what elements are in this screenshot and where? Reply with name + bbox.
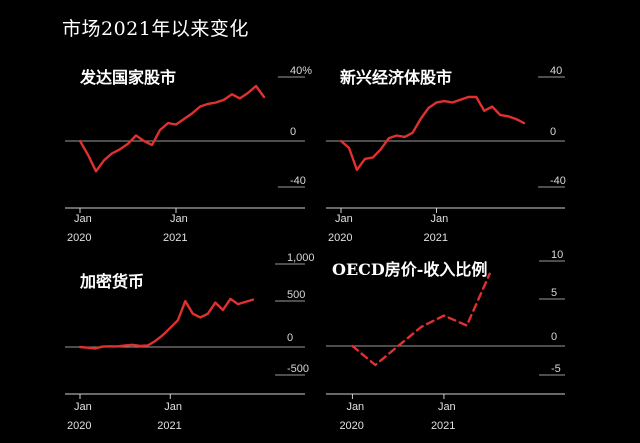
chart3-ytick-label: 1,000 bbox=[287, 252, 315, 264]
chart2-series-line bbox=[339, 95, 526, 172]
chart3-xtick-month: Jan bbox=[164, 401, 182, 413]
chart3-title: 加密货币 bbox=[79, 272, 144, 291]
chart4-title: OECD房价-收入比例 bbox=[332, 260, 487, 279]
chart4-ytick-label: 5 bbox=[551, 287, 557, 299]
chart3-xtick-month: Jan bbox=[74, 401, 92, 413]
chart4-xtick-year: 2020 bbox=[339, 420, 363, 432]
chart2-xtick-year: 2020 bbox=[328, 232, 352, 244]
chart2-xtick-month: Jan bbox=[335, 213, 353, 225]
chart3-xtick-year: 2020 bbox=[67, 420, 91, 432]
chart3-ytick-label: -500 bbox=[287, 363, 309, 375]
chart2-xtick-month: Jan bbox=[430, 213, 448, 225]
chart4-ytick-label: -5 bbox=[551, 363, 561, 375]
chart1-xtick-month: Jan bbox=[74, 213, 92, 225]
chart4-ytick-label: 0 bbox=[551, 331, 557, 343]
chart3-ytick-label: 500 bbox=[287, 289, 305, 301]
chart4-xtick-year: 2021 bbox=[431, 420, 455, 432]
chart2-ytick-label: 40 bbox=[550, 65, 562, 77]
chart4-xtick-month: Jan bbox=[438, 401, 456, 413]
chart1-series-line bbox=[78, 84, 266, 173]
chart2-ytick-label: -40 bbox=[550, 175, 566, 187]
chart1-xtick-year: 2020 bbox=[67, 232, 91, 244]
chart2-ytick-label: 0 bbox=[550, 126, 556, 138]
chart1-ytick-label: 0 bbox=[290, 126, 296, 138]
chart1-xtick-year: 2021 bbox=[163, 232, 187, 244]
chart3-ytick-label: 0 bbox=[287, 332, 293, 344]
chart4-xtick-month: Jan bbox=[346, 401, 364, 413]
chart3-series-line bbox=[78, 297, 255, 350]
chart2-title: 新兴经济体股市 bbox=[340, 68, 452, 87]
chart3-xtick-year: 2021 bbox=[157, 420, 181, 432]
chart4-ytick-label: 10 bbox=[551, 249, 563, 261]
chart1-ytick-label: -40 bbox=[290, 175, 306, 187]
chart4-series-line bbox=[351, 272, 491, 367]
chart1-xtick-month: Jan bbox=[170, 213, 188, 225]
page-title: 市场2021年以来变化 bbox=[62, 18, 249, 40]
chart1-title: 发达国家股市 bbox=[79, 68, 176, 87]
chart2-xtick-year: 2021 bbox=[423, 232, 447, 244]
chart1-ytick-label: 40% bbox=[290, 65, 312, 77]
